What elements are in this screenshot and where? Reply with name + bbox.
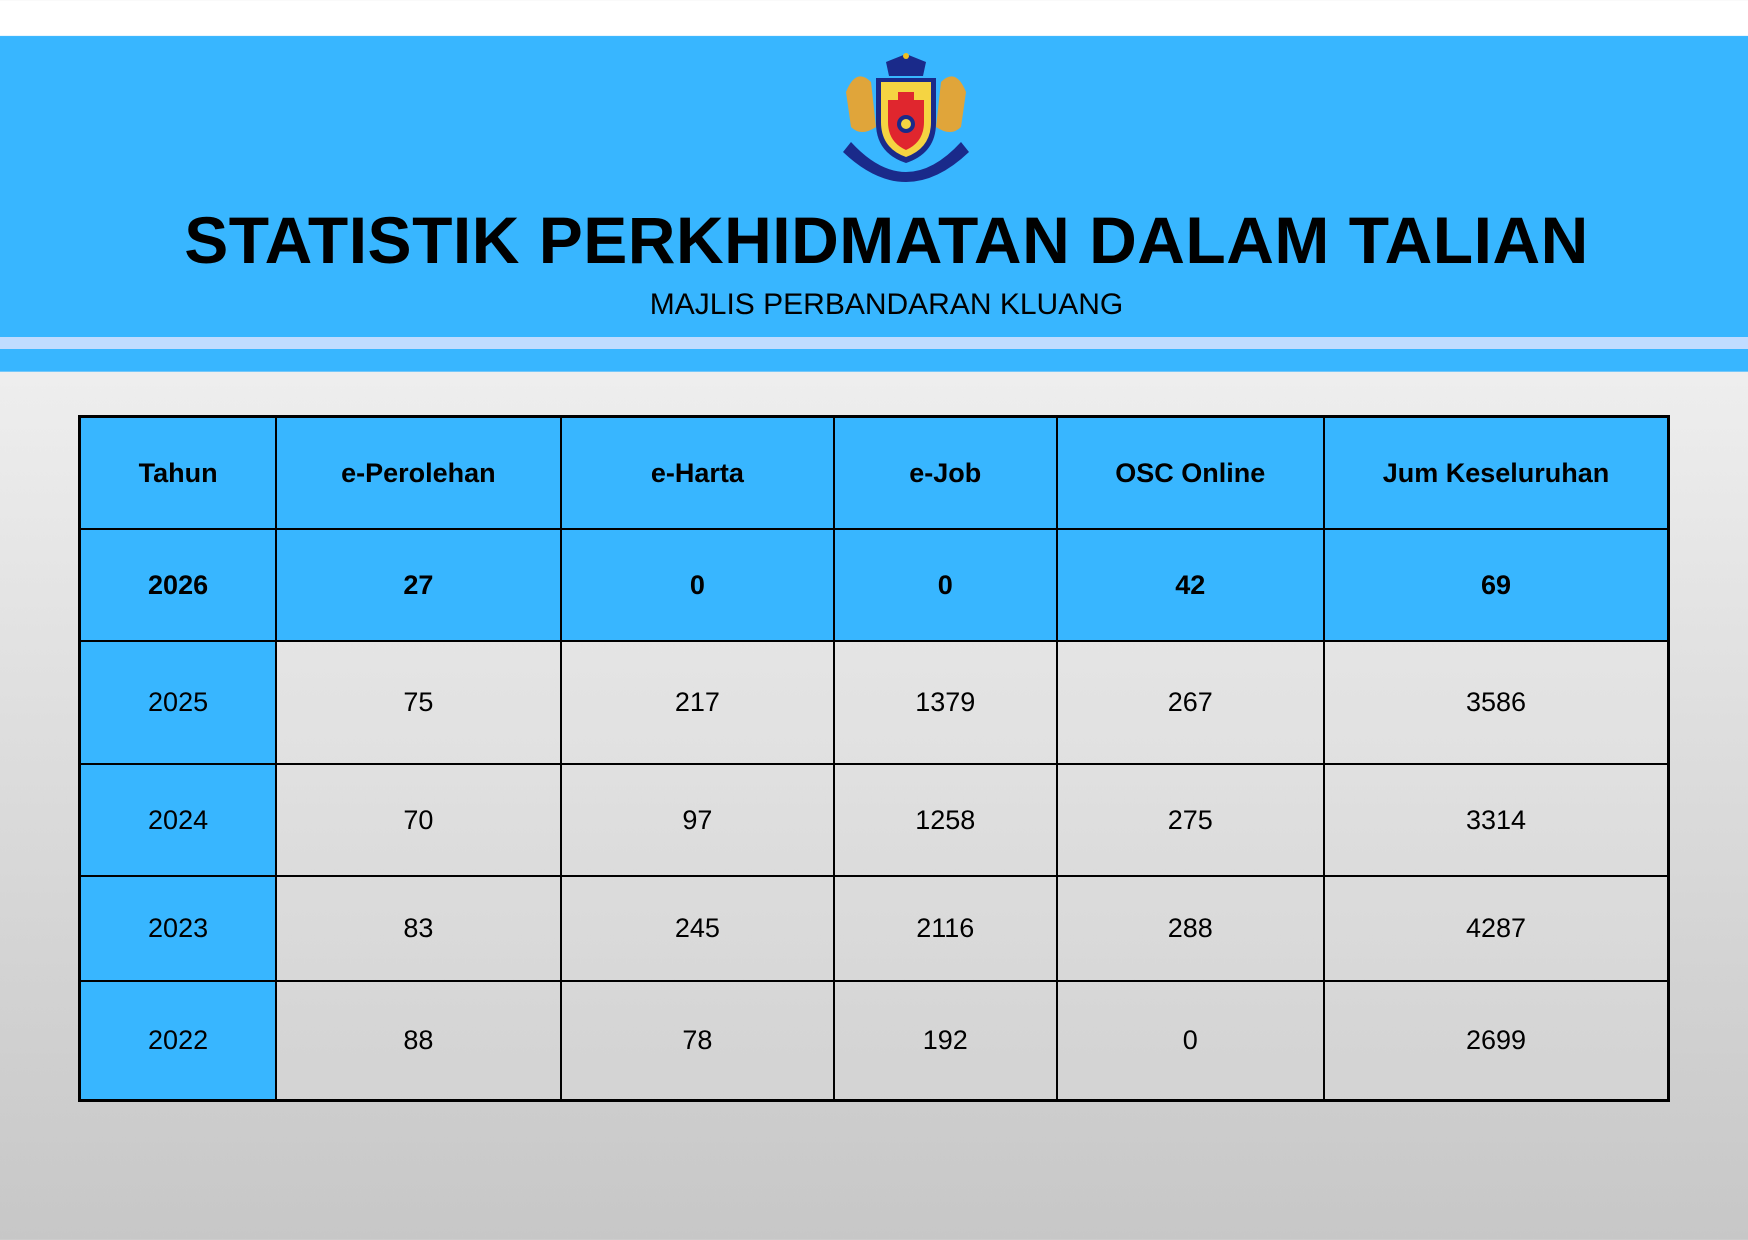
cell-e-job: 1379	[833, 640, 1058, 765]
cell-e-harta: 78	[559, 980, 836, 1101]
column-header-year: Tahun	[78, 415, 278, 530]
table-row: 2022 88 78 192 0 2699	[78, 980, 1670, 1101]
page-subtitle: MAJLIS PERBANDARAN KLUANG	[649, 288, 1124, 321]
council-crest-logo	[843, 53, 969, 182]
cell-e-perolehan: 27	[275, 528, 562, 642]
cell-e-perolehan: 70	[275, 763, 562, 877]
column-header-e-perolehan: e-Perolehan	[275, 415, 562, 530]
cell-e-job: 2116	[833, 875, 1058, 982]
table-row: 2023 83 245 2116 288 4287	[78, 875, 1670, 982]
cell-osc-online: 275	[1055, 763, 1325, 877]
cell-osc-online: 288	[1055, 875, 1325, 982]
cell-year: 2024	[78, 763, 278, 877]
cell-year: 2026	[78, 528, 278, 642]
cell-total: 3314	[1322, 763, 1670, 877]
cell-e-harta: 0	[559, 528, 836, 642]
cell-e-job: 1258	[833, 763, 1058, 877]
cell-year: 2022	[78, 980, 278, 1101]
cell-year: 2025	[78, 640, 278, 765]
table-header-row: Tahun e-Perolehan e-Harta e-Job OSC Onli…	[78, 415, 1670, 530]
column-header-e-job: e-Job	[833, 415, 1058, 530]
cell-total: 3586	[1322, 640, 1670, 765]
table-row: 2026 27 0 0 42 69	[78, 528, 1670, 642]
cell-e-harta: 245	[559, 875, 836, 982]
cell-osc-online: 267	[1055, 640, 1325, 765]
column-header-total: Jum Keseluruhan	[1322, 415, 1670, 530]
header-stripe	[0, 337, 1748, 349]
column-header-osc-online: OSC Online	[1055, 415, 1325, 530]
table-row: 2024 70 97 1258 275 3314	[78, 763, 1670, 877]
cell-year: 2023	[78, 875, 278, 982]
cell-total: 2699	[1322, 980, 1670, 1101]
page-title: STATISTIK PERKHIDMATAN DALAM TALIAN	[184, 203, 1589, 277]
cell-e-harta: 217	[559, 640, 836, 765]
cell-total: 4287	[1322, 875, 1670, 982]
cell-e-perolehan: 83	[275, 875, 562, 982]
column-header-e-harta: e-Harta	[559, 415, 836, 530]
cell-e-job: 192	[833, 980, 1058, 1101]
table-row: 2025 75 217 1379 267 3586	[78, 640, 1670, 765]
cell-osc-online: 0	[1055, 980, 1325, 1101]
cell-e-perolehan: 88	[275, 980, 562, 1101]
cell-total: 69	[1322, 528, 1670, 642]
statistics-table: Tahun e-Perolehan e-Harta e-Job OSC Onli…	[78, 415, 1670, 1102]
cell-e-harta: 97	[559, 763, 836, 877]
cell-osc-online: 42	[1055, 528, 1325, 642]
cell-e-perolehan: 75	[275, 640, 562, 765]
cell-e-job: 0	[833, 528, 1058, 642]
